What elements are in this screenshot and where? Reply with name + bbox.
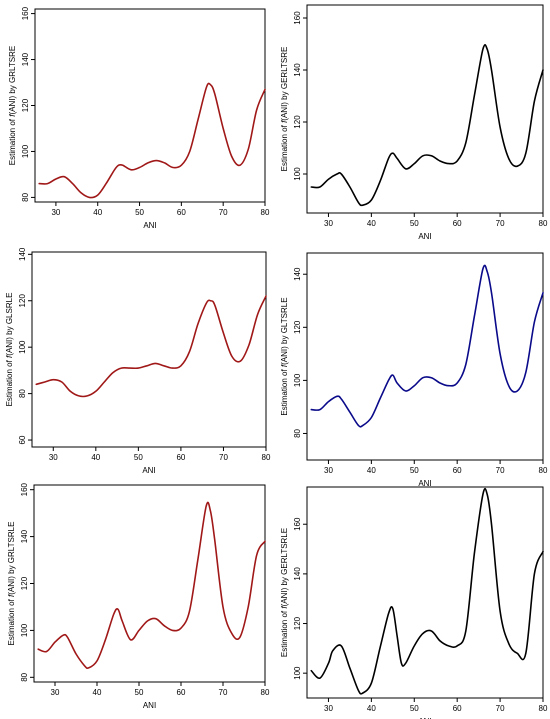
x-tick-label: 60	[453, 466, 462, 475]
y-axis-label: Estimation of f(ANI) by GERLTSRLE	[280, 528, 289, 657]
x-tick-label: 60	[176, 453, 185, 462]
x-tick-label: 80	[539, 704, 548, 713]
x-tick-label: 50	[134, 453, 143, 462]
x-tick-label: 80	[261, 688, 270, 697]
x-tick-label: 80	[261, 208, 270, 217]
y-axis-label: Estimation of f(ANI) by GERLTSRE	[280, 47, 289, 172]
chart-panel-gltsrle: 30 40 50 60 70 80 80 100 120 140 ANI Estimation of …	[275, 240, 550, 488]
x-tick-label: 80	[539, 466, 548, 475]
x-tick-label: 40	[93, 208, 102, 217]
y-tick-label: 80	[21, 192, 30, 201]
x-tick-label: 50	[410, 466, 419, 475]
y-tick-label: 160	[293, 11, 302, 25]
y-tick-label: 100	[20, 623, 29, 637]
y-tick-label: 100	[18, 340, 27, 354]
x-tick-label: 70	[496, 466, 505, 475]
x-tick-label: 30	[51, 688, 60, 697]
y-tick-label: 140	[18, 247, 27, 261]
y-axis-label: Estimation of f(ANI) by GRLTSRLE	[7, 522, 16, 646]
x-tick-label: 70	[219, 453, 228, 462]
chart-panel-glsrle: 30 40 50 60 70 80 60 80 100 120 140 ANI Estimation o…	[0, 240, 275, 480]
x-tick-label: 30	[324, 704, 333, 713]
y-tick-label: 80	[293, 428, 302, 437]
line-chart-grltsrle: 30 40 50 60 70 80 80 100 120 140 160 ANI Estimation …	[7, 482, 270, 710]
x-tick-label: 70	[496, 219, 505, 228]
x-tick-label: 60	[453, 219, 462, 228]
plot-frame	[34, 8, 266, 203]
chart-panel-gerltsre: 30 40 50 60 70 80 100 120 140 160 ANI Estimation of…	[275, 0, 550, 241]
plot-frame	[33, 484, 266, 683]
x-tick-label: 60	[453, 704, 462, 713]
y-tick-label: 120	[293, 616, 302, 630]
x-tick-label: 80	[539, 219, 548, 228]
y-tick-label: 120	[20, 576, 29, 590]
line-chart-glsrle: 30 40 50 60 70 80 60 80 100 120 140 ANI Estimation o…	[5, 247, 271, 475]
x-tick-label: 30	[49, 453, 58, 462]
x-tick-label: 30	[324, 219, 333, 228]
y-axis-label: Estimation of f(ANI) by GRLTSRE	[8, 46, 17, 165]
plot-frame	[306, 252, 544, 461]
x-tick-label: 40	[91, 453, 100, 462]
series-line	[37, 501, 266, 669]
chart-panel-gerltsrle: 30 40 50 60 70 80 100 120 140 160 ANI Estimation of…	[275, 480, 550, 719]
line-chart-gerltsrle: 30 40 50 60 70 80 100 120 140 160 ANI Estimation of…	[280, 486, 548, 719]
x-tick-label: 50	[410, 219, 419, 228]
y-tick-label: 160	[20, 482, 29, 496]
y-tick-label: 100	[293, 167, 302, 181]
series-line	[310, 264, 544, 428]
x-tick-label: 40	[93, 688, 102, 697]
x-axis-label: ANI	[418, 717, 431, 719]
series-line	[310, 487, 544, 695]
y-tick-label: 160	[293, 517, 302, 531]
y-tick-label: 120	[293, 115, 302, 129]
x-tick-label: 50	[410, 704, 419, 713]
y-tick-label: 140	[293, 267, 302, 281]
x-tick-label: 70	[496, 704, 505, 713]
plot-frame	[306, 486, 544, 699]
x-tick-label: 30	[51, 208, 60, 217]
x-tick-label: 60	[177, 688, 186, 697]
y-tick-label: 80	[18, 389, 27, 398]
line-chart-gltsrle: 30 40 50 60 70 80 80 100 120 140 ANI Estimation of …	[280, 252, 548, 488]
x-axis-label: ANI	[143, 701, 156, 710]
x-tick-label: 70	[219, 688, 228, 697]
series-line	[35, 295, 267, 398]
x-tick-label: 50	[135, 208, 144, 217]
line-chart-grltsre: 30 40 50 60 70 80 80 100 120 140 160 ANI Estimation …	[8, 6, 270, 230]
chart-panel-grltsre: 30 40 50 60 70 80 80 100 120 140 160 ANI Estimation …	[0, 0, 275, 240]
x-axis-label: ANI	[142, 466, 155, 475]
y-tick-label: 120	[293, 320, 302, 334]
y-axis-label: Estimation of f(ANI) by GLTSRLE	[280, 297, 289, 415]
x-axis-label: ANI	[418, 479, 431, 488]
x-axis-label: ANI	[418, 232, 431, 241]
x-tick-label: 40	[367, 219, 376, 228]
x-tick-label: 40	[367, 704, 376, 713]
y-tick-label: 100	[293, 666, 302, 680]
y-tick-label: 140	[293, 567, 302, 581]
y-tick-label: 120	[18, 294, 27, 308]
plot-frame	[31, 251, 267, 448]
y-tick-label: 140	[293, 63, 302, 77]
y-tick-label: 60	[18, 435, 27, 444]
y-tick-label: 160	[21, 6, 30, 20]
x-tick-label: 50	[135, 688, 144, 697]
y-tick-label: 100	[21, 144, 30, 158]
x-tick-label: 30	[324, 466, 333, 475]
y-axis-label: Estimation of f(ANI) by GLSRLE	[5, 293, 14, 407]
x-tick-label: 70	[219, 208, 228, 217]
x-tick-label: 80	[262, 453, 271, 462]
y-tick-label: 120	[21, 98, 30, 112]
y-tick-label: 100	[293, 373, 302, 387]
x-tick-label: 60	[177, 208, 186, 217]
y-tick-label: 80	[20, 672, 29, 681]
x-tick-label: 40	[367, 466, 376, 475]
line-chart-gerltsre: 30 40 50 60 70 80 100 120 140 160 ANI Estimation of…	[280, 4, 548, 241]
chart-panel-grltsrle: 30 40 50 60 70 80 80 100 120 140 160 ANI Estimation …	[0, 480, 275, 719]
plot-frame	[306, 4, 544, 214]
x-axis-label: ANI	[143, 221, 156, 230]
series-line	[38, 82, 266, 199]
y-tick-label: 140	[21, 52, 30, 66]
series-line	[310, 44, 544, 207]
y-tick-label: 140	[20, 529, 29, 543]
